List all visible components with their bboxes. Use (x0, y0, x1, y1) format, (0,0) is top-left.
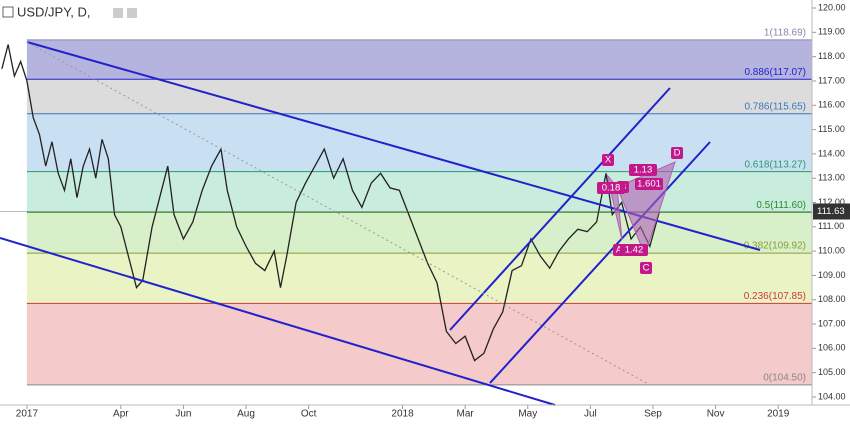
fib-label: 0(104.50) (763, 372, 806, 383)
y-tick-label: 105.00 (818, 367, 846, 377)
fib-label: 0.618(113.27) (744, 159, 806, 170)
fib-band (26, 79, 812, 114)
fib-label: 0.786(115.65) (744, 101, 806, 112)
x-tick-label: 2018 (391, 409, 414, 420)
pattern-label-box (629, 164, 657, 176)
x-tick-label: Nov (707, 409, 725, 420)
axes: 104.00 105.00 106.00 107.00 108.00 109.00 110.… (16, 2, 846, 419)
y-tick-label: 116.00 (818, 100, 845, 110)
chart-title: USD/JPY, D, (17, 4, 90, 19)
fib-label: 0.5(111.60) (756, 200, 806, 211)
y-tick-label: 112.00 (818, 197, 845, 207)
y-tick-label: 119.00 (818, 27, 845, 37)
pattern-label-box (640, 262, 652, 274)
last-price-tag (813, 203, 850, 220)
pattern-label: 1.601 (637, 179, 661, 190)
fib-band (26, 212, 812, 254)
fib-label: 0.236(107.85) (744, 291, 806, 302)
y-tick-label: 109.00 (818, 270, 846, 280)
pattern-label: 0.18 (602, 183, 621, 194)
y-tick-label: 108.00 (818, 294, 846, 304)
y-tick-label: 110.00 (818, 245, 845, 255)
fib-band (26, 113, 812, 172)
trendline (489, 141, 711, 384)
pattern-label-box (602, 154, 614, 166)
pattern-label: D (674, 148, 681, 159)
fib-band (26, 39, 812, 80)
last-price-label: 111.63 (817, 206, 845, 217)
x-tick-label: Sep (644, 409, 662, 420)
x-tick-label: May (518, 409, 537, 420)
diagonal (26, 41, 651, 386)
y-tick-label: 120.00 (818, 2, 846, 12)
price-line (1, 44, 660, 362)
y-tick-label: 118.00 (818, 51, 845, 61)
pattern-label: 1.13 (634, 165, 653, 176)
pattern-label: 1.42 (625, 245, 644, 256)
y-tick-label: 114.00 (818, 148, 845, 158)
pattern-label: C (643, 263, 650, 274)
y-tick-label: 113.00 (818, 173, 845, 183)
x-tick-label: Aug (237, 409, 255, 420)
pattern-label-box (597, 182, 625, 194)
x-tick-label: Jul (584, 409, 597, 420)
pattern-label-box (671, 147, 683, 159)
toolbar-icon[interactable] (2, 6, 14, 18)
x-tick-label: 2019 (767, 409, 790, 420)
x-tick-label: Jun (175, 409, 191, 420)
toolbar-icon[interactable] (113, 8, 123, 18)
x-tick-label: Apr (113, 409, 129, 420)
fib-band (26, 171, 812, 213)
y-tick-label: 117.00 (818, 75, 845, 85)
pattern-label: A (616, 245, 623, 256)
pattern-label: X (605, 155, 612, 166)
x-tick-label: Mar (457, 409, 475, 420)
x-tick-label: 2017 (16, 409, 39, 420)
y-tick-label: 107.00 (818, 318, 846, 328)
pattern-label-box (620, 244, 648, 256)
price-layer: 111.63 (0, 44, 850, 362)
fib-band (26, 253, 812, 304)
y-tick-label: 111.00 (818, 221, 844, 231)
fib-label: 0.382(109.92) (744, 241, 806, 252)
fib-bands: 1(118.69) 0.886(117.07) 0.786(115.65) 0.618… (26, 28, 812, 386)
x-tick-label: Oct (301, 409, 317, 420)
y-tick-label: 106.00 (818, 343, 846, 353)
y-tick-label: 115.00 (818, 124, 845, 134)
y-tick-label: 104.00 (818, 391, 846, 401)
fib-label: 0.886(117.07) (744, 67, 806, 78)
pattern-label-box (635, 178, 663, 190)
trendline (449, 87, 671, 331)
fib-label: 1(118.69) (764, 28, 806, 39)
toolbar-icon[interactable] (127, 8, 137, 18)
fib-band (26, 303, 812, 385)
trendline (0, 237, 556, 406)
